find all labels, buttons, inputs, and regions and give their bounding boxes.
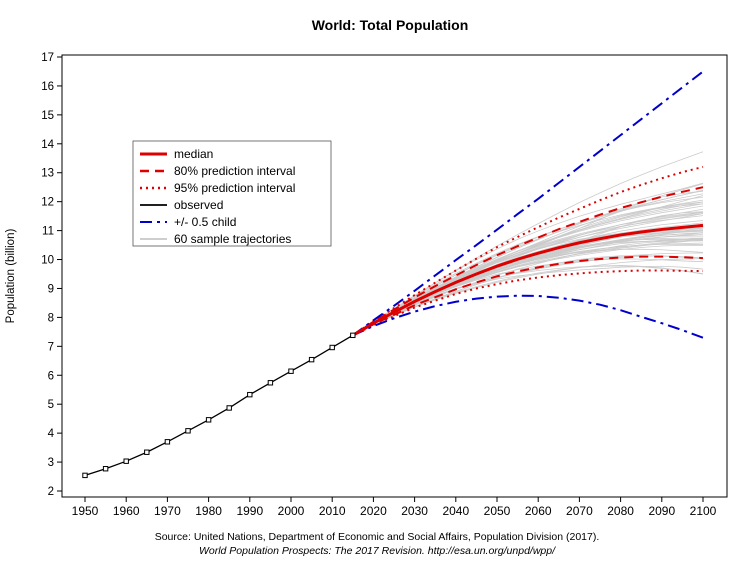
x-tick-label: 1990: [236, 504, 263, 518]
x-tick-label: 2030: [401, 504, 428, 518]
legend-label: 80% prediction interval: [174, 164, 295, 178]
series-80pi_lower: [352, 255, 704, 337]
series-minus_half_child: [352, 294, 704, 339]
legend: median 80% prediction interval 95% predict…: [132, 140, 332, 247]
y-tick-label: 16: [41, 81, 54, 93]
x-tick-label: 2080: [607, 504, 634, 518]
x-tick-label: 2040: [442, 504, 469, 518]
x-tick-label: 2020: [360, 504, 387, 518]
x-tick-label: 1980: [195, 504, 222, 518]
series-median: [352, 223, 704, 337]
observed-marker: [226, 405, 232, 411]
y-tick-label: 6: [48, 370, 54, 382]
trajectory-line: [352, 182, 704, 336]
series-plus_half_child: [352, 70, 704, 337]
observed-marker: [247, 391, 253, 398]
chart-title: World: Total Population: [312, 17, 469, 33]
x-tick-label: 2000: [278, 504, 305, 518]
y-tick-label: 15: [41, 110, 54, 122]
plot-area: 1950 1960 1970 1980 1990 2000 2010 2020 2030 2040…: [41, 52, 728, 518]
trajectory-line: [352, 265, 704, 336]
legend-label: median: [174, 147, 213, 161]
trajectory-line: [352, 193, 704, 336]
y-tick-label: 2: [48, 486, 54, 498]
y-tick-label: 17: [41, 52, 54, 64]
observed-marker: [205, 417, 212, 423]
observed-marker: [185, 428, 191, 434]
y-tick-label: 13: [41, 168, 54, 180]
y-axis: 2 3 4 5 6 7 8 9 10 11 12 13 14 15 16 17: [41, 52, 62, 498]
source-line-2: World Population Prospects: The 2017 Rev…: [199, 545, 556, 557]
observed-marker: [267, 380, 274, 386]
x-tick-label: 2070: [566, 504, 593, 518]
y-tick-label: 8: [48, 312, 54, 324]
y-axis-label: Population (billion): [5, 229, 17, 324]
y-tick-label: 14: [41, 139, 54, 151]
series-observed: [82, 332, 356, 479]
x-tick-label: 2090: [648, 504, 675, 518]
observed-marker: [329, 344, 335, 351]
series-95pi_lower: [352, 269, 704, 337]
x-tick-label: 2060: [525, 504, 552, 518]
legend-label: observed: [174, 198, 223, 212]
observed-marker: [164, 439, 171, 445]
observed-marker: [308, 356, 315, 363]
observed-marker: [350, 332, 356, 339]
y-tick-label: 9: [48, 283, 54, 295]
observed-marker: [144, 449, 150, 455]
source-line-1: Source: United Nations, Department of Ec…: [155, 531, 600, 543]
trajectory-line: [352, 239, 704, 336]
y-tick-label: 10: [41, 255, 54, 267]
x-tick-label: 1950: [72, 504, 99, 518]
observed-marker: [288, 368, 294, 374]
legend-label: +/- 0.5 child: [174, 215, 236, 229]
trajectory-line: [352, 248, 704, 336]
y-tick-label: 4: [48, 428, 55, 440]
x-tick-label: 2100: [690, 504, 717, 518]
y-tick-label: 11: [42, 226, 54, 238]
observed-marker: [102, 466, 109, 472]
series-80pi_upper: [352, 186, 704, 337]
x-axis: 1950 1960 1970 1980 1990 2000 2010 2020 2030 2040…: [72, 497, 717, 518]
legend-label: 95% prediction interval: [174, 181, 295, 195]
y-tick-label: 3: [48, 457, 54, 469]
legend-label: 60 sample trajectories: [174, 232, 291, 246]
legend-box: [132, 140, 332, 247]
y-tick-label: 12: [41, 197, 54, 209]
y-tick-label: 5: [48, 399, 54, 411]
x-tick-label: 1970: [154, 504, 181, 518]
trajectory-line: [352, 238, 704, 336]
trajectory-line: [352, 252, 704, 336]
x-tick-label: 1960: [113, 504, 140, 518]
observed-marker: [82, 472, 88, 479]
trajectory-line: [352, 265, 704, 336]
trajectory-line: [352, 238, 704, 336]
plot-box: [61, 54, 728, 498]
observed-marker: [123, 458, 129, 464]
x-tick-label: 2010: [319, 504, 346, 518]
x-tick-label: 2050: [484, 504, 511, 518]
y-tick-label: 7: [48, 341, 54, 353]
